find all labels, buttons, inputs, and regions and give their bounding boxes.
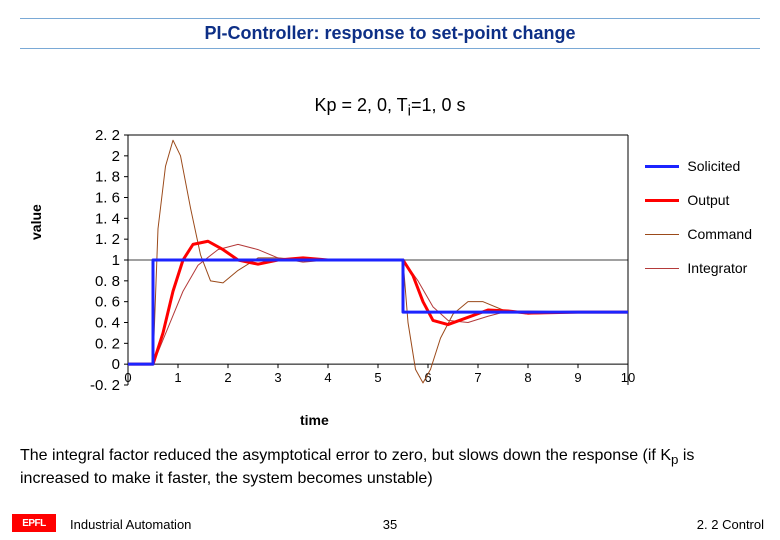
page-title: PI-Controller: response to set-point cha… [204, 23, 575, 43]
title-bar: PI-Controller: response to set-point cha… [20, 18, 760, 49]
svg-text:1. 4: 1. 4 [95, 210, 120, 227]
legend-label: Integrator [687, 260, 747, 276]
chart-subtitle: Kp = 2, 0, Ti=1, 0 s [0, 95, 780, 120]
legend-item: Integrator [645, 260, 752, 276]
svg-text:2: 2 [224, 370, 231, 385]
svg-text:10: 10 [621, 370, 635, 385]
svg-text:0: 0 [112, 356, 120, 373]
footer-left: Industrial Automation [70, 517, 191, 532]
footer: EPFL Industrial Automation 35 2. 2 Contr… [0, 508, 780, 532]
chart-legend: Solicited Output Command Integrator [645, 158, 752, 294]
y-axis-label: value [28, 204, 44, 240]
svg-text:4: 4 [324, 370, 331, 385]
svg-text:7: 7 [474, 370, 481, 385]
caption-text: The integral factor reduced the asymptot… [20, 446, 760, 489]
svg-text:0. 6: 0. 6 [95, 294, 120, 311]
x-axis-label: time [300, 412, 329, 428]
legend-swatch [645, 234, 679, 235]
svg-text:9: 9 [574, 370, 581, 385]
logo-text: EPFL [22, 518, 46, 529]
svg-text:1. 6: 1. 6 [95, 190, 120, 207]
svg-text:0. 2: 0. 2 [95, 335, 120, 352]
page: PI-Controller: response to set-point cha… [0, 0, 780, 540]
legend-item: Command [645, 226, 752, 242]
legend-swatch [645, 199, 679, 202]
legend-label: Solicited [687, 158, 740, 174]
line-chart: 2. 221. 81. 61. 41. 210. 80. 60. 40. 20-… [78, 130, 706, 430]
chart-area: 2. 221. 81. 61. 41. 210. 80. 60. 40. 20-… [78, 130, 706, 410]
footer-right: 2. 2 Control [697, 517, 764, 532]
legend-item: Solicited [645, 158, 752, 174]
svg-text:0. 4: 0. 4 [95, 315, 120, 332]
svg-text:3: 3 [274, 370, 281, 385]
svg-text:1: 1 [112, 252, 120, 269]
legend-label: Command [687, 226, 752, 242]
legend-item: Output [645, 192, 752, 208]
svg-text:1: 1 [174, 370, 181, 385]
svg-text:2: 2 [112, 148, 120, 165]
svg-text:5: 5 [374, 370, 381, 385]
footer-page-number: 35 [383, 517, 397, 532]
svg-text:8: 8 [524, 370, 531, 385]
legend-swatch [645, 165, 679, 168]
legend-label: Output [687, 192, 729, 208]
svg-text:-0. 2: -0. 2 [90, 377, 120, 394]
svg-text:1. 8: 1. 8 [95, 169, 120, 186]
svg-text:1. 2: 1. 2 [95, 231, 120, 248]
svg-text:0: 0 [124, 370, 131, 385]
legend-swatch [645, 268, 679, 269]
epfl-logo: EPFL [12, 514, 56, 532]
svg-text:0. 8: 0. 8 [95, 273, 120, 290]
svg-text:2. 2: 2. 2 [95, 130, 120, 144]
